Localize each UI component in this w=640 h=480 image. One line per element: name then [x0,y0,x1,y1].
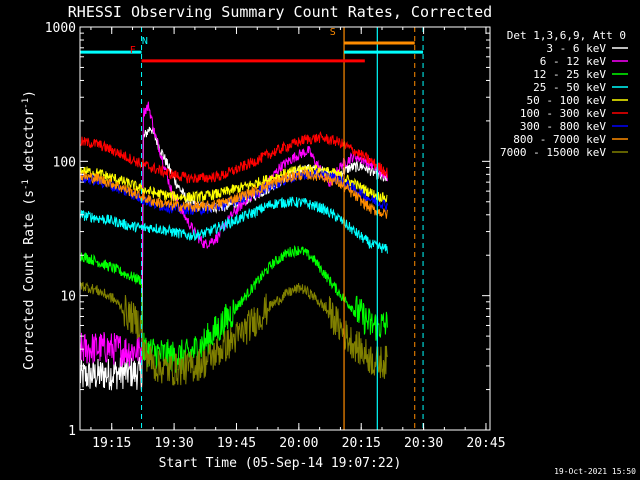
x-tick-label: 19:30 [155,436,194,451]
legend-entry-label: 50 - 100 keV [527,94,607,107]
plot-area: NF S [79,27,424,430]
series-line-8 [79,281,388,386]
legend-title: Det 1,3,6,9, Att 0 [507,29,626,42]
x-tick-label: 19:15 [92,436,131,451]
x-axis-label: Start Time (05-Sep-14 19:07:22) [159,456,402,471]
x-tick-label: 20:45 [466,436,505,451]
legend-entry-label: 800 - 7000 keV [513,133,606,146]
y-axis-label: Corrected Count Rate (s-1 detector-1) [21,90,37,370]
legend-entry-label: 300 - 800 keV [520,120,606,133]
series-line-5 [79,130,388,184]
legend-entry-label: 3 - 6 keV [546,42,606,55]
x-tick-label: 20:15 [342,436,381,451]
series-line-7 [79,167,388,219]
orange-flag-letter: S [330,27,336,38]
series-line-4 [79,164,388,204]
y-tick-label: 100 [53,155,76,170]
y-axis: 1 10 100 1000 [45,21,490,439]
red-flag-letter: F [130,45,136,56]
plot-frame [79,26,491,431]
legend-entry-label: 6 - 12 keV [540,55,607,68]
y-tick-label: 1000 [45,21,76,36]
legend-entry-label: 25 - 50 keV [533,81,606,94]
y-tick-label: 1 [68,424,76,439]
x-tick-label: 20:00 [279,436,318,451]
legend-entry-label: 12 - 25 keV [533,68,606,81]
y-tick-label: 10 [60,290,76,305]
series-line-2 [79,245,388,373]
x-tick-label: 20:30 [404,436,443,451]
footer-date: 19-Oct-2021 15:50 [554,467,636,476]
cyan-flag-letter: N [142,36,148,47]
series-line-3 [79,196,388,254]
x-tick-label: 19:45 [217,436,256,451]
x-axis: 19:15 19:30 19:45 20:00 20:15 20:30 20:45 [90,27,506,451]
legend-entry-label: 7000 - 15000 keV [500,146,606,159]
chart-title: RHESSI Observing Summary Count Rates, Co… [68,3,492,21]
legend-entry-label: 100 - 300 keV [520,107,606,120]
